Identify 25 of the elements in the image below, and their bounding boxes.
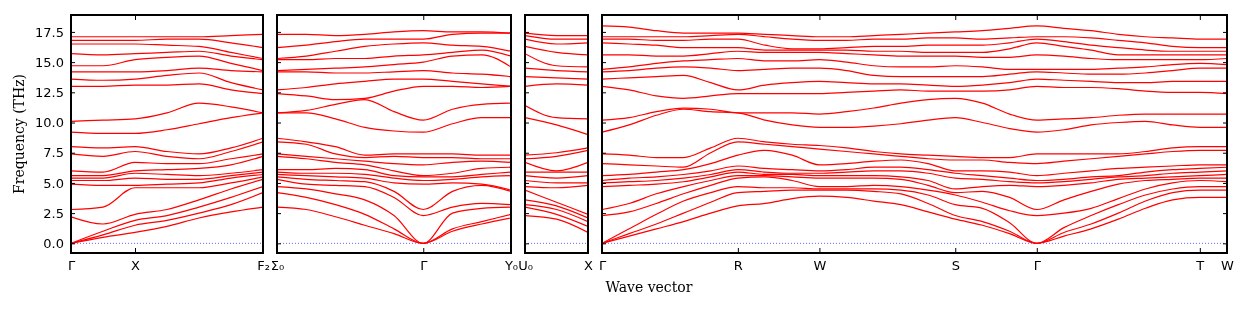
y-tick-label: 7.5 bbox=[43, 145, 64, 161]
y-tick-label: 10.0 bbox=[35, 115, 64, 131]
y-tick-label: 15.0 bbox=[35, 54, 64, 70]
x-tick-label: F₂ bbox=[257, 258, 270, 274]
x-tick-label: W bbox=[813, 258, 827, 274]
x-tick-label: T bbox=[1195, 258, 1205, 274]
x-axis-title: Wave vector bbox=[605, 279, 693, 295]
x-tick-label: Γ bbox=[1033, 258, 1042, 274]
x-tick-label: W bbox=[1221, 258, 1235, 274]
y-tick-label: 17.5 bbox=[35, 24, 64, 40]
x-tick-label: Σ₀ bbox=[270, 258, 285, 274]
y-tick-label: 0.0 bbox=[43, 236, 64, 251]
x-tick-label: Γ bbox=[598, 258, 607, 274]
x-tick-label: Γ bbox=[420, 258, 429, 274]
x-tick-label: Γ bbox=[67, 258, 76, 274]
x-tick-label: X bbox=[584, 258, 594, 274]
x-tick-label: X bbox=[131, 258, 141, 274]
y-axis-title: Frequency (THz) bbox=[11, 73, 27, 195]
x-tick-label: R bbox=[733, 258, 743, 274]
y-tick-label: 12.5 bbox=[35, 84, 64, 100]
x-tick-label: Y₀ bbox=[503, 258, 519, 274]
y-tick-label: 2.5 bbox=[43, 205, 64, 221]
x-tick-label: S bbox=[951, 258, 960, 274]
x-tick-label: U₀ bbox=[518, 258, 533, 274]
y-tick-label: 5.0 bbox=[43, 175, 64, 191]
